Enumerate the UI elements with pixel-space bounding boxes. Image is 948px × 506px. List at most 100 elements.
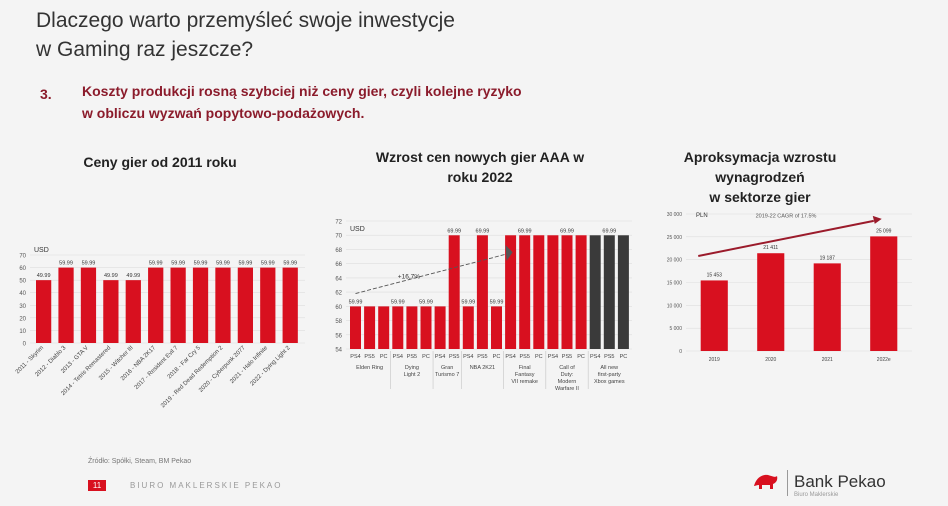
y-tick-label: 5 000 bbox=[669, 326, 682, 332]
bar bbox=[215, 267, 231, 343]
y-tick-label: 50 bbox=[19, 279, 26, 285]
bar-value-label: 69.99 bbox=[602, 228, 616, 234]
bar bbox=[260, 267, 276, 343]
y-tick-label: 40 bbox=[19, 291, 26, 297]
group-label: All new first-party Xbox games bbox=[594, 365, 625, 385]
bar-value-label: 25 099 bbox=[876, 228, 892, 234]
y-tick-label: 72 bbox=[335, 220, 342, 226]
bar bbox=[192, 267, 209, 343]
point-number: 3. bbox=[40, 86, 52, 102]
bar bbox=[462, 306, 474, 349]
y-tick-label: 30 000 bbox=[667, 212, 683, 218]
x-tick-label: PC bbox=[422, 354, 430, 360]
bar bbox=[350, 306, 361, 349]
y-tick-label: 20 000 bbox=[667, 258, 683, 264]
bar-value-label: 59.99 bbox=[194, 261, 208, 267]
y-tick-label: 58 bbox=[335, 319, 342, 325]
x-tick-label: PS5 bbox=[407, 354, 417, 360]
bar bbox=[170, 267, 186, 343]
trend-line bbox=[355, 252, 511, 294]
x-tick-label: PC bbox=[493, 354, 501, 360]
bar bbox=[378, 306, 390, 349]
bar bbox=[392, 306, 404, 349]
chart1-title: Ceny gier od 2011 roku bbox=[83, 154, 237, 170]
y-tick-label: 68 bbox=[335, 248, 342, 254]
x-tick-label: PS4 bbox=[435, 354, 445, 360]
bank-name: Bank Pekao bbox=[794, 472, 886, 491]
bar-value-label: 59.99 bbox=[391, 299, 405, 305]
bar bbox=[58, 267, 74, 343]
x-tick-label: 2020 bbox=[765, 357, 776, 363]
y-tick-label: 30 bbox=[19, 304, 26, 310]
x-tick-label: PC bbox=[577, 354, 585, 360]
bar-value-label: 59.99 bbox=[283, 261, 297, 267]
y-tick-label: 70 bbox=[19, 254, 26, 260]
x-tick-label: PS4 bbox=[350, 354, 360, 360]
y-tick-label: 54 bbox=[335, 348, 342, 354]
x-tick-label: PS5 bbox=[477, 354, 487, 360]
bar bbox=[448, 235, 460, 349]
x-tick-label: PS5 bbox=[364, 354, 374, 360]
bar-value-label: 69.99 bbox=[447, 228, 461, 234]
bar bbox=[125, 280, 141, 343]
point-text: Koszty produkcji rosną szybciej niż ceny… bbox=[82, 83, 522, 121]
y-tick-label: 66 bbox=[335, 262, 342, 268]
y-tick-label: 10 bbox=[19, 329, 26, 335]
y-tick-label: 25 000 bbox=[667, 235, 683, 241]
group-label: Call of Duty: Modern Warfare II bbox=[555, 365, 579, 392]
bar-value-label: 49.99 bbox=[126, 273, 140, 279]
bar bbox=[575, 235, 587, 349]
x-tick-label: PS5 bbox=[562, 354, 572, 360]
y-tick-label: 62 bbox=[335, 291, 342, 297]
footer-label: BIURO MAKLERSKIE PEKAO bbox=[130, 481, 283, 490]
bar-value-label: 59.99 bbox=[419, 299, 433, 305]
y-tick-label: 20 bbox=[19, 316, 26, 322]
group-label: Dying Light 2 bbox=[404, 365, 421, 378]
bar-value-label: 59.99 bbox=[349, 299, 363, 305]
bar bbox=[36, 280, 52, 343]
bar bbox=[103, 280, 119, 343]
bar-value-label: 19 187 bbox=[820, 255, 836, 261]
y-tick-label: 0 bbox=[23, 342, 27, 348]
x-tick-label: PS5 bbox=[604, 354, 614, 360]
cagr-arrow bbox=[698, 219, 874, 257]
bar bbox=[364, 306, 376, 349]
bar bbox=[434, 306, 446, 349]
y-axis-label: PLN bbox=[696, 213, 708, 219]
bar bbox=[533, 235, 545, 349]
source-note: Źródło: Spółki, Steam, BM Pekao bbox=[88, 458, 192, 465]
x-tick-label: PS4 bbox=[548, 354, 558, 360]
y-tick-label: 56 bbox=[335, 333, 342, 339]
y-tick-label: 70 bbox=[335, 234, 342, 240]
bar bbox=[813, 263, 841, 351]
bar bbox=[80, 267, 97, 343]
bar bbox=[589, 235, 601, 349]
trend-arrowhead bbox=[505, 245, 513, 261]
bank-subtitle: Biuro Maklerskie bbox=[794, 492, 839, 498]
x-tick-label: 2019 bbox=[709, 357, 720, 363]
bar-value-label: 49.99 bbox=[37, 273, 51, 279]
y-tick-label: 60 bbox=[335, 305, 342, 311]
bar bbox=[700, 280, 728, 351]
bar-value-label: 59.99 bbox=[461, 299, 475, 305]
bar bbox=[561, 235, 573, 349]
bar bbox=[870, 236, 898, 351]
logo-divider bbox=[787, 470, 788, 496]
bar-value-label: 59.99 bbox=[82, 261, 96, 267]
bar bbox=[519, 235, 531, 349]
chart2-title: Wzrost cen nowych gier AAA w roku 2022 bbox=[375, 149, 585, 185]
x-tick-label: PC bbox=[620, 354, 628, 360]
bar bbox=[237, 267, 253, 343]
bar-value-label: 59.99 bbox=[59, 261, 73, 267]
bar-value-label: 59.99 bbox=[490, 299, 504, 305]
bar bbox=[757, 253, 785, 351]
bar-value-label: 69.99 bbox=[560, 228, 574, 234]
bar bbox=[420, 306, 432, 349]
bar bbox=[406, 306, 418, 349]
x-tick-label: PC bbox=[380, 354, 388, 360]
bar bbox=[547, 235, 559, 349]
y-tick-label: 10 000 bbox=[667, 303, 683, 309]
bar bbox=[617, 235, 629, 349]
page-number: 11 bbox=[88, 480, 106, 491]
